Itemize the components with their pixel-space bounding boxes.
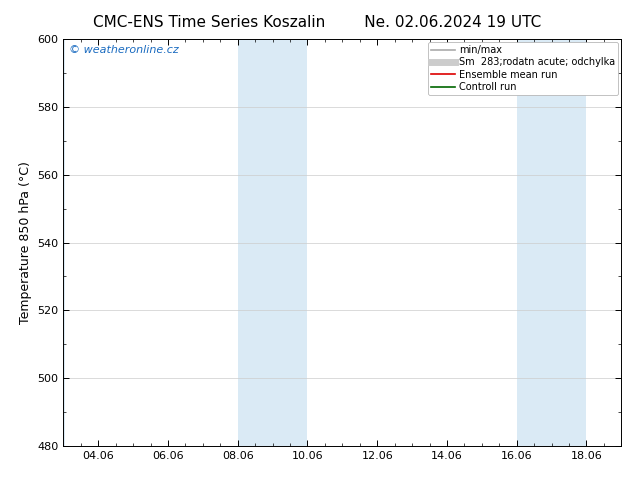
Bar (517, 39, 586, 446)
Legend: min/max, Sm  283;rodatn acute; odchylka, Ensemble mean run, Controll run: min/max, Sm 283;rodatn acute; odchylka, … (428, 42, 618, 95)
Text: CMC-ENS Time Series Koszalin        Ne. 02.06.2024 19 UTC: CMC-ENS Time Series Koszalin Ne. 02.06.2… (93, 15, 541, 30)
Y-axis label: Temperature 850 hPa (°C): Temperature 850 hPa (°C) (19, 161, 32, 324)
Text: © weatheronline.cz: © weatheronline.cz (69, 45, 179, 55)
Bar (61, 39, 65, 446)
Bar (238, 39, 307, 446)
